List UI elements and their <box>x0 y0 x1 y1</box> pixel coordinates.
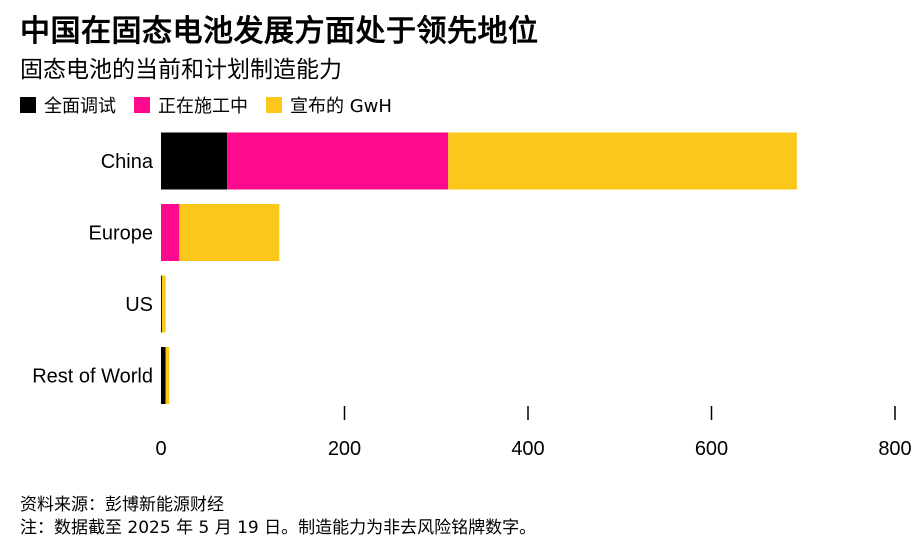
bar-segment <box>161 347 166 404</box>
bar-segment <box>161 204 180 261</box>
legend-swatch <box>20 97 36 113</box>
footnote: 注：数据截至 2025 年 5 月 19 日。制造能力为非去风险铭牌数字。 <box>20 518 537 538</box>
chart-subtitle: 固态电池的当前和计划制造能力 <box>20 57 342 83</box>
x-tick-label: 0 <box>155 438 166 460</box>
bar-segment <box>179 204 280 261</box>
bar-chart: China Europe US Rest of World 0 200 400 600 800 <box>32 132 912 460</box>
legend-label: 宣布的 GwH <box>290 96 392 117</box>
legend-item-announced: 宣布的 GwH <box>266 92 392 118</box>
chart-title: 中国在固态电池发展方面处于领先地位 <box>20 14 539 49</box>
x-tick-label: 800 <box>878 438 911 460</box>
bar-segment <box>227 132 449 190</box>
legend-label: 全面调试 <box>44 96 116 117</box>
category-label: US <box>125 294 153 316</box>
bar-segment <box>161 275 162 333</box>
bar-segment <box>165 347 170 404</box>
x-tick-label: 200 <box>328 438 361 460</box>
legend-item-commissioned: 全面调试 <box>20 92 116 118</box>
source-note: 资料来源：彭博新能源财经 <box>20 495 224 515</box>
legend-swatch <box>134 97 150 113</box>
bar-segment <box>161 132 228 190</box>
legend-item-under-construction: 正在施工中 <box>134 92 248 118</box>
x-tick-label: 600 <box>695 438 728 460</box>
legend-label: 正在施工中 <box>158 96 248 117</box>
legend: 全面调试 正在施工中 宣布的 GwH <box>20 92 410 118</box>
category-label: China <box>101 151 154 173</box>
category-label: Europe <box>89 223 154 245</box>
legend-swatch <box>266 97 282 113</box>
bar-segment <box>448 132 797 190</box>
bar-segment <box>161 275 166 333</box>
category-label: Rest of World <box>32 366 153 388</box>
x-tick-label: 400 <box>511 438 544 460</box>
